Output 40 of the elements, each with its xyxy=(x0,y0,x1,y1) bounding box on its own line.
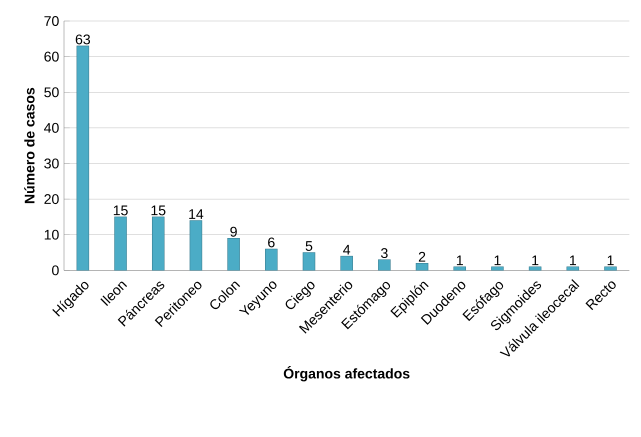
y-tick-label: 20 xyxy=(44,194,59,204)
bar xyxy=(528,266,542,271)
data-label: 15 xyxy=(114,206,128,216)
data-label: 1 xyxy=(494,256,501,266)
bar xyxy=(604,266,617,271)
data-label: 5 xyxy=(306,241,312,251)
x-axis-title: Órganos afectados xyxy=(284,366,410,382)
bar xyxy=(453,266,466,271)
data-label: 2 xyxy=(418,252,426,262)
bar xyxy=(416,262,428,271)
bar xyxy=(265,248,278,271)
bar xyxy=(491,266,504,271)
data-label: 3 xyxy=(380,248,388,258)
y-tick-label: 10 xyxy=(44,230,59,240)
y-tick-label: 70 xyxy=(44,16,59,26)
data-label: 14 xyxy=(189,209,204,219)
y-tick-label: 30 xyxy=(44,158,59,168)
bar xyxy=(302,252,316,271)
bar xyxy=(152,216,164,271)
y-tick-label: 40 xyxy=(44,122,59,133)
y-axis-title: Número de casos xyxy=(24,88,35,204)
y-tick-label: 0 xyxy=(52,265,59,276)
bar xyxy=(76,46,90,271)
data-label: 1 xyxy=(456,256,463,266)
bar xyxy=(566,266,580,271)
data-label: 1 xyxy=(570,256,576,266)
data-label: 63 xyxy=(76,34,90,44)
data-label: 1 xyxy=(532,256,538,266)
data-label: 1 xyxy=(608,256,614,266)
y-tick-label: 60 xyxy=(44,52,59,62)
bar xyxy=(190,220,202,271)
y-tick-label: 50 xyxy=(44,87,59,98)
data-label: 4 xyxy=(343,244,350,254)
bar xyxy=(378,259,391,271)
data-label: 15 xyxy=(152,206,166,216)
bar xyxy=(227,238,240,271)
data-label: 6 xyxy=(268,237,275,248)
data-label: 9 xyxy=(230,226,237,237)
bar xyxy=(114,216,127,271)
bar xyxy=(340,256,353,271)
